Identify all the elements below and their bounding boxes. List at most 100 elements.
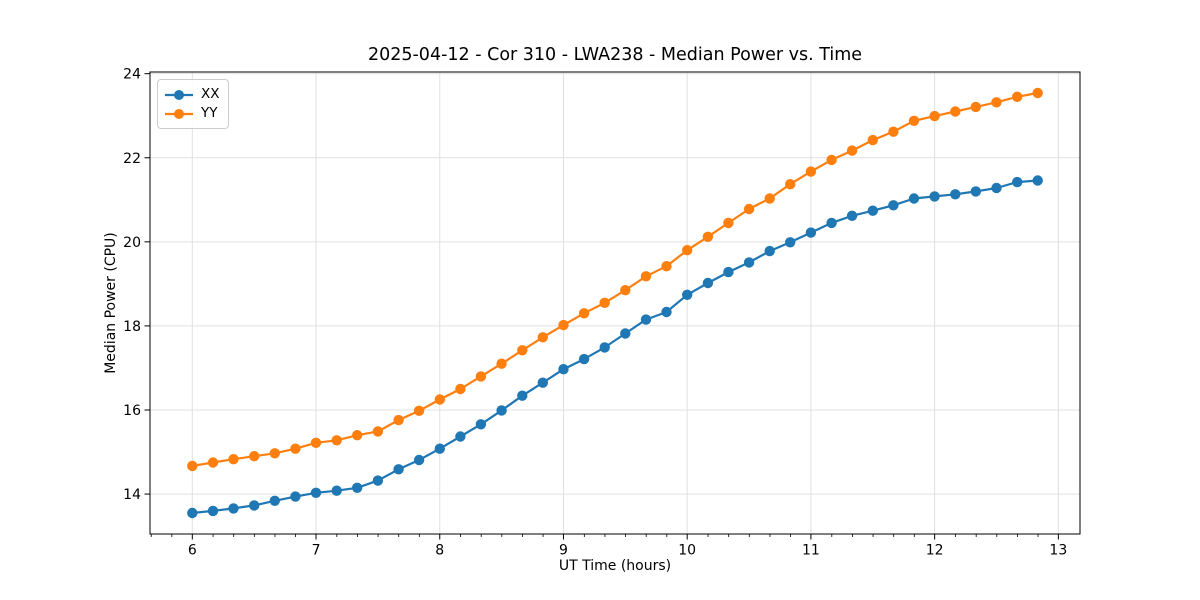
y-tick-label: 14 <box>123 487 141 503</box>
series-yy-marker <box>269 448 280 459</box>
series-xx-marker <box>578 353 590 365</box>
series-yy-marker <box>970 101 981 113</box>
series-xx-marker <box>455 431 466 442</box>
series-yy-marker <box>352 430 363 441</box>
series-xx-marker <box>888 200 899 211</box>
series-xx-marker <box>908 193 920 204</box>
series-yy-marker <box>1032 87 1043 99</box>
series-xx-marker <box>599 342 610 353</box>
series-yy-marker <box>950 106 961 117</box>
series-yy-marker <box>743 203 755 215</box>
series-yy-marker <box>620 285 631 296</box>
series-xx-marker <box>682 289 693 300</box>
series-yy-marker <box>413 405 425 416</box>
x-tick-label: 10 <box>678 543 696 559</box>
series-yy-marker <box>228 454 239 465</box>
series-yy-marker <box>991 97 1002 108</box>
series-xx-marker <box>929 191 940 202</box>
series-yy-marker <box>310 437 322 448</box>
x-tick-label: 11 <box>802 543 820 559</box>
legend-item-yy: YY <box>164 104 220 123</box>
series-xx-marker <box>661 306 672 318</box>
series-xx-marker <box>846 210 858 221</box>
x-tick-label: 12 <box>926 543 944 559</box>
series-xx-marker <box>764 245 775 257</box>
series-xx-marker <box>434 443 445 454</box>
series-xx-marker <box>970 186 981 197</box>
legend-line-marker-icon <box>165 89 193 100</box>
series-xx-marker <box>249 500 260 511</box>
series-xx-marker <box>867 205 878 216</box>
series-yy-marker <box>1012 91 1023 103</box>
series-xx-marker <box>1012 176 1023 188</box>
series-xx-marker <box>496 405 507 416</box>
series-yy-marker <box>578 308 590 319</box>
series-xx-marker <box>187 507 198 519</box>
series-xx-marker <box>743 257 755 268</box>
x-tick-label: 13 <box>1049 543 1067 559</box>
series-xx-marker <box>517 390 528 401</box>
series-yy-marker <box>393 414 404 426</box>
legend: XX YY <box>157 79 229 129</box>
series-yy-marker <box>599 297 610 308</box>
series-yy-marker <box>785 179 796 190</box>
series-yy-marker <box>805 166 817 177</box>
series-yy-marker <box>207 457 219 468</box>
y-tick-label: 22 <box>123 151 141 167</box>
series-xx-marker <box>269 495 280 506</box>
series-xx-marker <box>785 237 796 248</box>
series-yy-marker <box>517 345 528 356</box>
series-xx-marker <box>393 464 404 475</box>
series-yy-marker <box>888 126 899 137</box>
chart-title: 2025-04-12 - Cor 310 - LWA238 - Median P… <box>367 45 863 65</box>
series-yy-marker <box>290 443 301 454</box>
series-yy-marker <box>455 383 466 395</box>
series-xx-marker <box>290 491 301 502</box>
series-xx-marker <box>413 454 425 466</box>
y-tick-label: 18 <box>123 319 141 335</box>
series-yy-marker <box>846 145 858 156</box>
series-yy-marker <box>929 110 940 122</box>
series-xx-marker <box>991 182 1002 194</box>
x-axis-label: UT Time (hours) <box>558 558 672 574</box>
series-yy-marker <box>661 261 672 272</box>
legend-line-marker-icon <box>165 108 193 119</box>
series-xx-marker <box>1032 175 1043 186</box>
series-xx-marker <box>372 475 384 486</box>
series-yy-marker <box>764 193 775 204</box>
x-tick-label: 8 <box>435 543 444 559</box>
series-xx-marker <box>805 227 817 238</box>
x-tick-label: 6 <box>188 543 197 559</box>
series-yy-marker <box>682 245 693 256</box>
series-xx-line <box>191 179 1039 515</box>
series-yy-marker <box>537 332 548 343</box>
series-xx-marker <box>207 505 219 517</box>
series-xx-marker <box>558 364 569 375</box>
series-xx-marker <box>537 377 548 388</box>
series-xx-marker <box>640 314 652 325</box>
series-xx-marker <box>352 482 363 493</box>
y-tick-label: 16 <box>123 403 141 419</box>
legend-item-xx: XX <box>164 85 220 104</box>
series-xx-marker <box>826 217 837 229</box>
series-xx-marker <box>331 485 342 496</box>
series-xx-marker <box>950 189 961 200</box>
y-tick-label: 20 <box>123 235 141 251</box>
y-axis-label: Median Power (CPU) <box>103 232 119 374</box>
series-yy-marker <box>558 319 569 331</box>
y-tick-label: 24 <box>123 67 141 83</box>
legend-label: YY <box>201 105 218 121</box>
series-yy-marker <box>331 435 342 446</box>
series-yy-marker <box>475 371 487 382</box>
series-xx-marker <box>228 503 239 514</box>
series-yy-marker <box>640 271 652 282</box>
series-yy-marker <box>702 231 714 242</box>
series-yy-marker <box>496 358 507 369</box>
series-xx-marker <box>723 266 734 278</box>
series-xx-marker <box>620 328 631 339</box>
legend-label: XX <box>201 86 220 102</box>
series-xx-marker <box>475 419 487 430</box>
series-yy-marker <box>249 451 260 462</box>
